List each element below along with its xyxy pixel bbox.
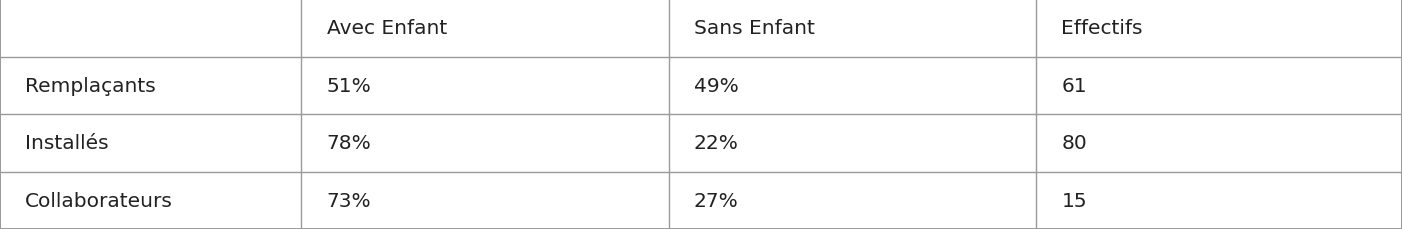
Text: 15: 15 — [1061, 191, 1087, 210]
Text: 51%: 51% — [327, 76, 372, 95]
Text: 27%: 27% — [694, 191, 739, 210]
Text: 78%: 78% — [327, 134, 372, 153]
Text: Remplaçants: Remplaçants — [25, 76, 156, 95]
Text: Sans Enfant: Sans Enfant — [694, 19, 815, 38]
Text: Installés: Installés — [25, 134, 109, 153]
Text: 73%: 73% — [327, 191, 372, 210]
Text: 49%: 49% — [694, 76, 739, 95]
Text: Effectifs: Effectifs — [1061, 19, 1143, 38]
Text: 80: 80 — [1061, 134, 1087, 153]
Text: Avec Enfant: Avec Enfant — [327, 19, 447, 38]
Text: 22%: 22% — [694, 134, 739, 153]
Text: 61: 61 — [1061, 76, 1087, 95]
Text: Collaborateurs: Collaborateurs — [25, 191, 172, 210]
